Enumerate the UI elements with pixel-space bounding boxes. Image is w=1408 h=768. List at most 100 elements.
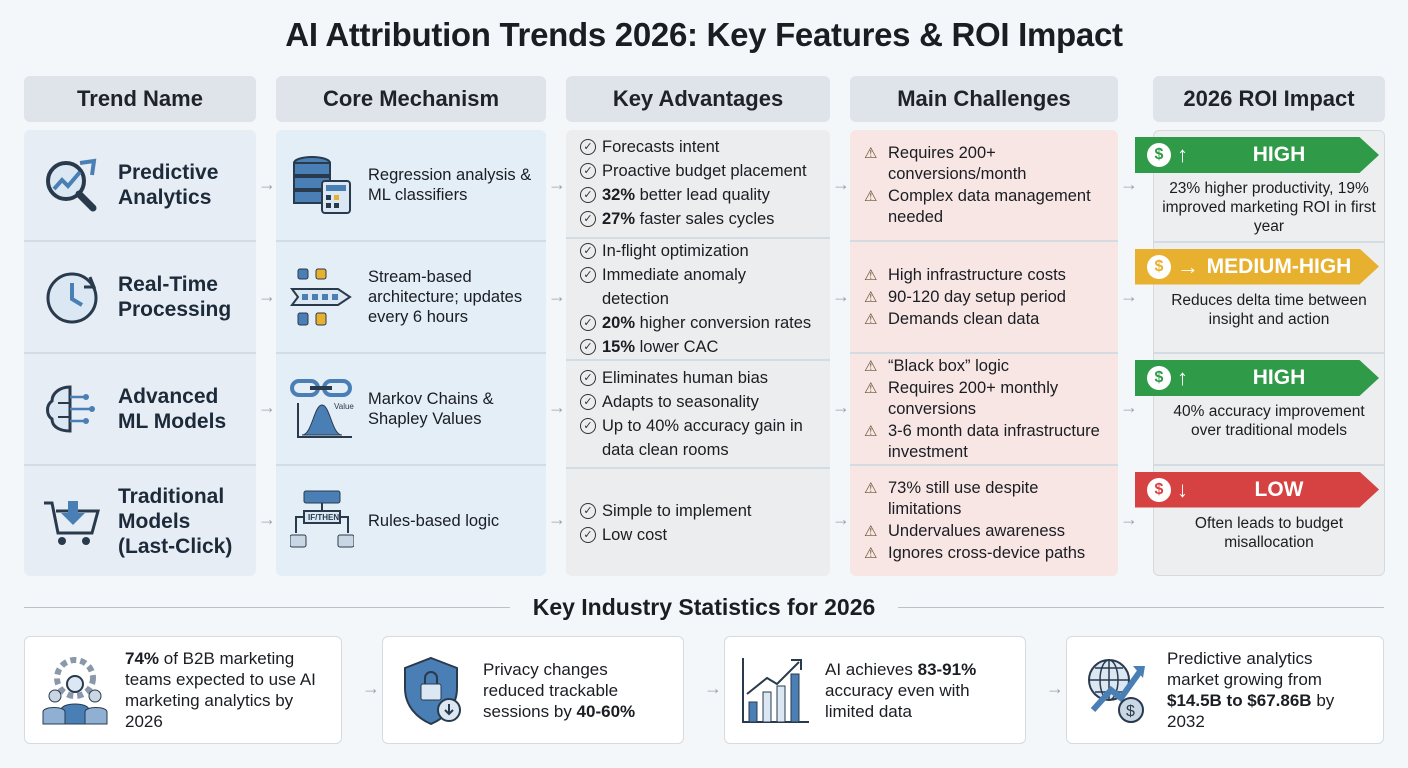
advantages-list: ✓ Forecasts intent ✓ Proactive budget place… xyxy=(580,135,807,231)
advantage-rest: Low cost xyxy=(602,525,668,544)
advantage-item: ✓ Adapts to seasonality xyxy=(580,390,816,414)
roi-banner: $ ↑ HIGH xyxy=(1135,360,1379,396)
challenge-item: ⚠ 73% still use despite limitations xyxy=(864,478,1104,520)
arrow-right-icon: → xyxy=(832,285,850,306)
arrow-right-icon: → xyxy=(832,397,850,417)
roi-description: 23% higher productivity, 19% improved ma… xyxy=(1162,180,1376,235)
stats-title: Key Industry Statistics for 2026 xyxy=(532,594,876,620)
trend-name-column: Predictive Analytics Real-Time Processing… xyxy=(24,130,256,576)
globe-growth-icon: $ xyxy=(1081,654,1153,726)
advantage-text: Up to 40% accuracy gain in data clean ro… xyxy=(602,414,816,462)
dollar-icon: $ xyxy=(1147,477,1171,502)
main-challenges-column: ⚠ Requires 200+ conversions/month ⚠ Complex… xyxy=(850,130,1118,576)
challenge-text: “Black box” logic xyxy=(888,356,1010,375)
roi-impact-column: $ ↑ HIGH 23% higher productivity, 19% impro… xyxy=(1135,130,1385,576)
advantage-text: Adapts to seasonality xyxy=(602,390,759,414)
advantage-rest: Adapts to seasonality xyxy=(602,393,759,411)
mechanism-text: Markov Chains & Shapley Values xyxy=(368,390,494,428)
advantage-text: Immediate anomaly detection xyxy=(602,263,816,311)
challenge-item: ⚠ Complex data management needed xyxy=(864,186,1104,228)
trend-row-1: Predictive Analytics xyxy=(24,130,256,242)
trend-name: Advanced ML Models xyxy=(118,385,227,433)
advantages-cell: ✓ Eliminates human bias ✓ Adapts to seasona… xyxy=(566,361,830,470)
advantage-rest: In-flight optimization xyxy=(602,241,749,260)
dollar-icon: $ xyxy=(1147,254,1171,279)
flowchart-icon: IF/THEN xyxy=(290,489,354,553)
check-circle-icon: ✓ xyxy=(580,370,596,386)
check-circle-icon: ✓ xyxy=(580,526,596,543)
shield-lock-icon xyxy=(397,654,469,726)
check-circle-icon: ✓ xyxy=(580,502,596,519)
warning-triangle-icon: ⚠ xyxy=(864,379,878,397)
mechanism-cell: Regression analysis & ML classifiers xyxy=(276,130,546,242)
check-circle-icon: ✓ xyxy=(580,139,596,156)
stat-highlight: $14.5B to $67.86B xyxy=(1167,691,1312,710)
advantage-rest: Simple to implement xyxy=(602,501,752,520)
svg-text:$: $ xyxy=(1126,703,1135,720)
stat-text: Privacy changes reduced trackable sessio… xyxy=(483,659,669,722)
roi-level: HIGH xyxy=(1252,143,1306,166)
challenge-text: Requires 200+ conversions/month xyxy=(888,143,1027,183)
analytics-magnifier-icon xyxy=(40,153,104,217)
advantage-text: Forecasts intent xyxy=(602,135,719,159)
challenges-cell: ⚠ High infrastructure costs ⚠ 90-120 day se… xyxy=(850,242,1118,354)
advantage-text: 27% faster sales cycles xyxy=(602,207,774,231)
arrow-right-icon: → xyxy=(258,174,276,194)
divider xyxy=(24,607,510,608)
arrow-right-icon: → xyxy=(1120,285,1138,306)
stat-text-post: accuracy even with limited data xyxy=(825,680,970,721)
roi-description: Often leads to budget misallocation xyxy=(1194,514,1344,551)
trend-name: Traditional Models (Last-Click) xyxy=(118,484,233,558)
check-circle-icon: ✓ xyxy=(580,242,596,259)
advantage-text: 20% higher conversion rates xyxy=(602,311,811,335)
advantage-item: ✓ Up to 40% accuracy gain in data clean r… xyxy=(580,414,816,462)
challenges-cell: ⚠ 73% still use despite limitations ⚠ Under… xyxy=(850,466,1118,576)
core-mechanism-column: Regression analysis & ML classifiers Stre… xyxy=(276,130,546,576)
key-advantages-column: ✓ Forecasts intent ✓ Proactive budget place… xyxy=(566,130,830,576)
clock-icon xyxy=(40,265,104,329)
advantage-highlight: 32% xyxy=(602,186,636,205)
arrow-right-icon: → xyxy=(1120,174,1138,194)
cart-download-icon xyxy=(40,489,104,553)
advantage-item: ✓ Low cost xyxy=(580,523,751,547)
stat-text: AI achieves 83-91% accuracy even with li… xyxy=(825,659,1011,722)
advantage-rest: Proactive budget placement xyxy=(602,162,807,181)
advantages-list: ✓ Simple to implement ✓ Low cost xyxy=(580,499,751,547)
check-circle-icon: ✓ xyxy=(580,338,596,355)
team-gear-icon xyxy=(39,654,111,726)
roi-description: Reduces delta time between insight and a… xyxy=(1171,291,1367,328)
arrow-right-icon: → xyxy=(1120,508,1138,529)
roi-cell: $ ↑ HIGH 23% higher productivity, 19% impro… xyxy=(1135,131,1384,243)
warning-triangle-icon: ⚠ xyxy=(864,310,878,328)
mechanism-cell: Value Markov Chains & Shapley Values xyxy=(276,354,546,466)
check-circle-icon: ✓ xyxy=(580,418,596,434)
advantage-highlight: 15% xyxy=(602,337,636,356)
advantage-text: Proactive budget placement xyxy=(602,159,807,183)
warning-triangle-icon: ⚠ xyxy=(864,523,878,540)
challenge-text: High infrastructure costs xyxy=(888,265,1066,284)
arrow-right-icon: → xyxy=(258,285,276,306)
advantage-text: Low cost xyxy=(602,523,667,547)
stat-text-pre: Predictive analytics market growing from xyxy=(1167,649,1322,689)
database-calculator-icon xyxy=(290,153,354,217)
roi-description: 40% accuracy improvement over traditiona… xyxy=(1173,403,1365,439)
check-circle-icon: ✓ xyxy=(580,211,596,228)
advantage-item: ✓ 20% higher conversion rates xyxy=(580,311,816,335)
roi-cell: $ → MEDIUM-HIGH Reduces delta time between … xyxy=(1135,243,1384,354)
advantage-text: 32% better lead quality xyxy=(602,183,770,207)
warning-triangle-icon: ⚠ xyxy=(864,288,878,306)
arrow-right-icon: → xyxy=(548,285,566,306)
advantage-rest: Forecasts intent xyxy=(602,138,720,157)
stat-highlight: 74% xyxy=(125,649,160,668)
dollar-icon: $ xyxy=(1147,143,1171,167)
trend-row-3: Advanced ML Models xyxy=(24,354,256,466)
dollar-icon: $ xyxy=(1147,366,1171,390)
arrow-right-icon: → xyxy=(548,174,566,194)
mechanism-cell: Stream-based architecture; updates every… xyxy=(276,242,546,354)
trend-row-2: Real-Time Processing xyxy=(24,242,256,354)
mechanism-text: Rules-based logic xyxy=(368,512,500,530)
challenge-text: 3-6 month data infrastructure investment xyxy=(888,421,1100,461)
advantage-item: ✓ Simple to implement xyxy=(580,499,751,523)
roi-cell: $ ↓ LOW Often leads to budget misallocation xyxy=(1135,466,1384,576)
check-circle-icon: ✓ xyxy=(580,187,596,204)
